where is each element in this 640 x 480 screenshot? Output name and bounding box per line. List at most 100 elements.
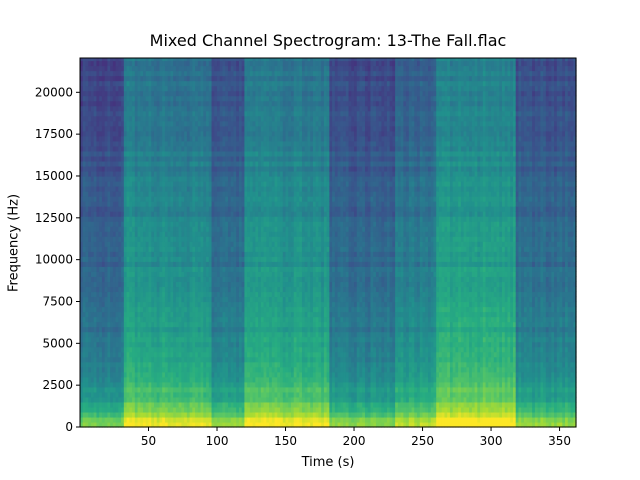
heatmap-cell	[197, 251, 202, 257]
heatmap-cell	[123, 246, 128, 252]
heatmap-cell	[184, 216, 188, 222]
heatmap-cell	[184, 201, 188, 207]
heatmap-cell	[181, 211, 185, 217]
heatmap-cell	[137, 216, 141, 222]
heatmap-cell	[145, 155, 150, 162]
heatmap-cell	[195, 135, 199, 142]
heatmap-cell	[112, 130, 117, 137]
heatmap-cell	[137, 366, 141, 373]
heatmap-cell	[219, 231, 224, 237]
heatmap-cell	[211, 201, 215, 207]
heatmap-cell	[236, 216, 240, 222]
heatmap-cell	[110, 306, 114, 313]
heatmap-cell	[189, 356, 193, 363]
heatmap-cell	[164, 361, 169, 368]
heatmap-cell	[233, 216, 237, 222]
heatmap-cell	[238, 90, 243, 97]
heatmap-cell	[258, 110, 262, 117]
heatmap-cell	[143, 165, 147, 172]
heatmap-cell	[129, 170, 133, 177]
heatmap-cell	[192, 181, 196, 187]
heatmap-cell	[175, 130, 180, 137]
heatmap-cell	[236, 276, 240, 283]
heatmap-cell	[189, 206, 193, 212]
heatmap-cell	[107, 236, 111, 242]
heatmap-cell	[110, 286, 114, 293]
heatmap-cell	[107, 271, 111, 277]
heatmap-cell	[156, 326, 161, 333]
heatmap-cell	[145, 266, 150, 272]
heatmap-cell	[153, 416, 158, 423]
heatmap-cell	[241, 401, 246, 408]
heatmap-cell	[197, 226, 202, 232]
heatmap-cell	[90, 155, 95, 162]
heatmap-cell	[260, 306, 265, 313]
heatmap-cell	[118, 241, 122, 247]
heatmap-cell	[145, 356, 150, 363]
heatmap-cell	[173, 421, 177, 428]
heatmap-cell	[143, 60, 147, 67]
heatmap-cell	[206, 165, 210, 172]
heatmap-cell	[96, 60, 100, 67]
heatmap-cell	[129, 211, 133, 217]
heatmap-cell	[173, 181, 177, 187]
heatmap-cell	[236, 331, 240, 338]
heatmap-cell	[184, 411, 188, 418]
heatmap-cell	[241, 251, 246, 257]
heatmap-cell	[99, 160, 103, 167]
heatmap-cell	[225, 85, 229, 92]
heatmap-cell	[148, 211, 152, 217]
heatmap-cell	[151, 286, 155, 293]
heatmap-cell	[252, 261, 256, 267]
heatmap-cell	[181, 316, 185, 323]
heatmap-cell	[249, 326, 254, 333]
heatmap-cell	[203, 291, 207, 298]
heatmap-cell	[260, 341, 265, 348]
heatmap-cell	[153, 105, 158, 112]
heatmap-cell	[208, 150, 213, 157]
heatmap-cell	[247, 256, 251, 262]
heatmap-cell	[162, 281, 166, 288]
heatmap-cell	[96, 100, 100, 107]
heatmap-cell	[241, 65, 246, 72]
heatmap-cell	[126, 411, 130, 418]
heatmap-cell	[115, 321, 119, 328]
heatmap-cell	[159, 226, 163, 232]
heatmap-cell	[227, 60, 232, 67]
heatmap-cell	[164, 60, 169, 67]
heatmap-cell	[140, 291, 144, 298]
heatmap-cell	[230, 135, 235, 142]
heatmap-cell	[90, 406, 95, 413]
heatmap-cell	[93, 115, 98, 122]
heatmap-cell	[156, 291, 161, 298]
heatmap-cell	[129, 391, 133, 398]
heatmap-cell	[189, 226, 193, 232]
heatmap-cell	[247, 291, 251, 298]
heatmap-cell	[159, 165, 163, 172]
heatmap-cell	[159, 150, 163, 157]
heatmap-cell	[143, 391, 147, 398]
heatmap-cell	[195, 346, 199, 353]
heatmap-cell	[263, 276, 267, 283]
heatmap-cell	[263, 371, 267, 378]
heatmap-cell	[233, 70, 237, 77]
heatmap-cell	[233, 175, 237, 182]
heatmap-cell	[162, 396, 166, 403]
heatmap-cell	[110, 396, 114, 403]
heatmap-cell	[118, 301, 122, 308]
heatmap-cell	[82, 416, 87, 423]
heatmap-cell	[181, 311, 185, 318]
heatmap-cell	[184, 341, 188, 348]
heatmap-cell	[236, 145, 240, 152]
heatmap-cell	[260, 60, 265, 67]
heatmap-cell	[197, 65, 202, 72]
heatmap-cell	[203, 411, 207, 418]
heatmap-cell	[206, 60, 210, 67]
heatmap-cell	[96, 85, 100, 92]
heatmap-cell	[208, 421, 213, 428]
heatmap-cell	[173, 70, 177, 77]
heatmap-cell	[206, 301, 210, 308]
heatmap-cell	[260, 256, 265, 262]
heatmap-cell	[249, 150, 254, 157]
heatmap-cell	[258, 336, 262, 343]
